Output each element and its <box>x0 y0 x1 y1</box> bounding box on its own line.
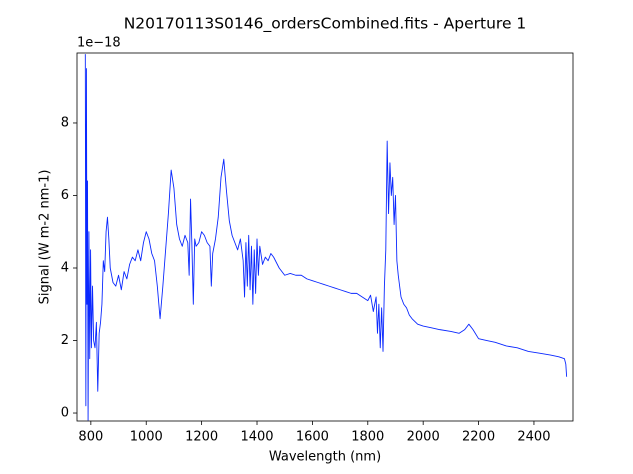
x-tick-label: 800 <box>78 430 103 445</box>
y-axis-label: Signal (W m-2 nm-1) <box>38 170 53 305</box>
x-tick-label: 2400 <box>517 430 550 445</box>
x-tick-label: 1200 <box>185 430 218 445</box>
spectrum-line <box>84 54 568 421</box>
x-tick-label: 2200 <box>462 430 495 445</box>
x-tick-label: 1400 <box>240 430 273 445</box>
x-axis-label: Wavelength (nm) <box>269 450 381 465</box>
x-tick-label: 1800 <box>351 430 384 445</box>
y-tick-label: 8 <box>61 115 69 130</box>
y-tick-label: 2 <box>61 333 69 348</box>
chart-title: N20170113S0146_ordersCombined.fits - Ape… <box>124 15 527 34</box>
y-tick-label: 4 <box>61 260 69 275</box>
plot-frame <box>76 52 574 422</box>
y-tick-label: 0 <box>61 406 69 421</box>
x-tick-label: 2000 <box>407 430 440 445</box>
y-offset-text: 1e−18 <box>77 36 121 51</box>
y-tick-label: 6 <box>61 188 69 203</box>
x-tick-label: 1000 <box>130 430 163 445</box>
x-tick-label: 1600 <box>296 430 329 445</box>
